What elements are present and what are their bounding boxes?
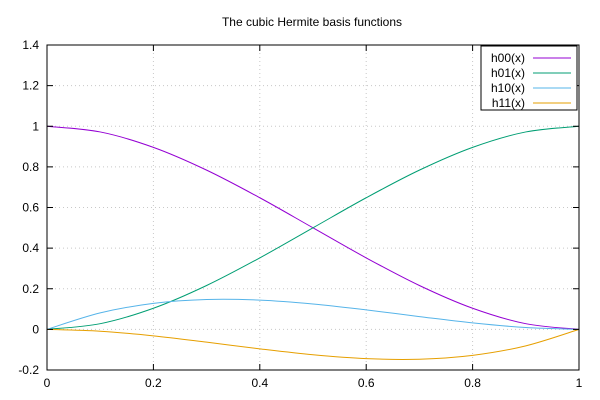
y-tick-label: -0.2 [18, 363, 39, 377]
x-tick-label: 1 [576, 376, 583, 390]
y-tick-label: 1.2 [22, 79, 39, 93]
series-line-h01x [46, 125, 580, 330]
legend-label: h00(x) [491, 51, 525, 65]
y-tick-label: 0.4 [22, 241, 39, 255]
legend-box [480, 45, 578, 111]
y-tick-label: 0 [32, 322, 39, 336]
legend-label: h11(x) [492, 96, 525, 110]
y-tick-label: 1.4 [22, 38, 39, 52]
axis-ticks: 0 0.2 0.4 0.6 0.8 1 -0.2 0 0.2 0.4 0.6 0.8 1 1.2 1.4 [18, 38, 582, 390]
x-tick-label: 0.4 [251, 376, 268, 390]
y-tick-label: 1 [32, 119, 39, 133]
x-tick-label: 0.8 [464, 376, 481, 390]
grid [47, 45, 579, 370]
y-tick-label: 0.8 [22, 160, 39, 174]
legend-label: h10(x) [491, 81, 525, 95]
x-tick-label: 0.2 [145, 376, 162, 390]
plot-area [46, 125, 580, 360]
x-tick-label: 0 [44, 376, 51, 390]
legend-label: h01(x) [491, 66, 525, 80]
series-line-h10x [46, 298, 580, 330]
series-line-h11x [46, 328, 580, 360]
y-tick-label: 0.6 [22, 201, 39, 215]
y-tick-label: 0.2 [22, 282, 39, 296]
legend: h00(x)h01(x)h10(x)h11(x) [480, 45, 578, 111]
x-tick-label: 0.6 [358, 376, 375, 390]
chart-title: The cubic Hermite basis functions [222, 15, 402, 29]
